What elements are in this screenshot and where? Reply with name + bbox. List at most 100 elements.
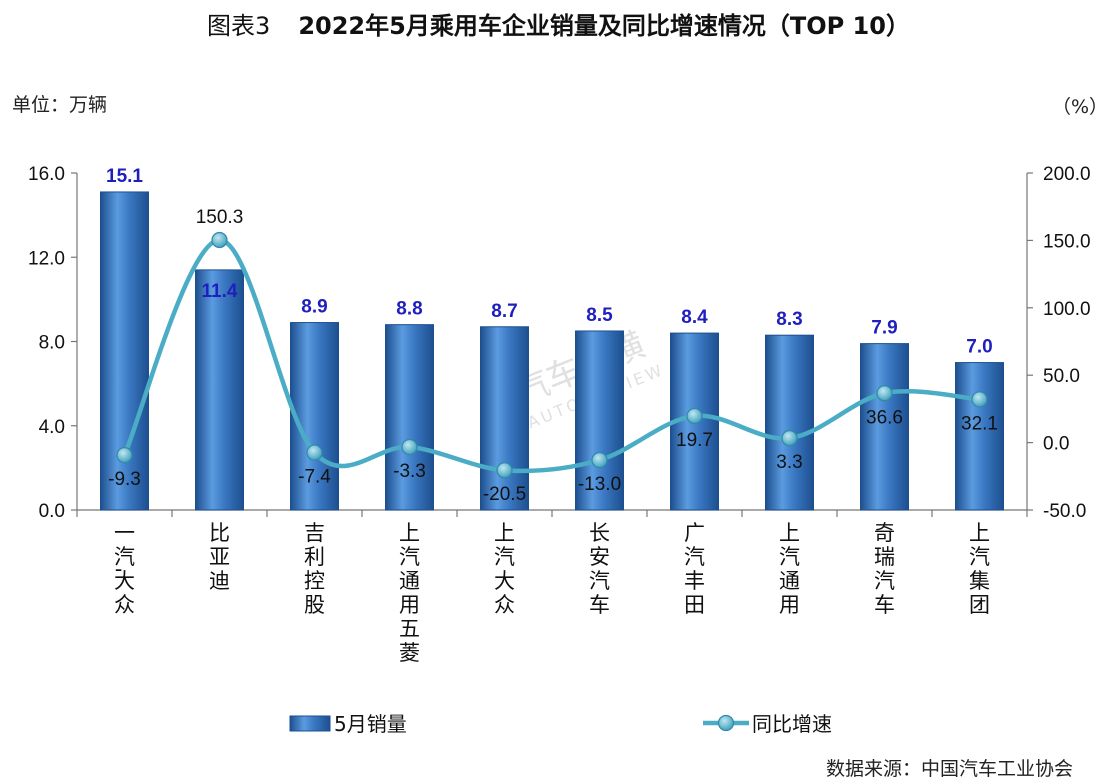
line-marker: [496, 462, 513, 479]
right-tick-label: -50.0: [1043, 501, 1086, 522]
line-marker: [781, 430, 798, 447]
right-tick-label: 100.0: [1043, 299, 1091, 320]
bar: [100, 191, 149, 511]
line-value-label: -3.3: [393, 461, 426, 482]
line-marker: [971, 391, 988, 408]
category-char: 利: [304, 545, 325, 569]
category-char: 广: [684, 521, 705, 545]
bar: [195, 269, 244, 511]
category-char: 汽: [874, 569, 895, 593]
category-char: 上: [779, 521, 800, 545]
bar-value-label: 8.3: [776, 309, 802, 330]
left-tick-label: 16.0: [28, 164, 65, 185]
category-char: 众: [494, 593, 515, 617]
bar-value-label: 8.4: [681, 307, 708, 328]
category-char: 大: [494, 569, 515, 593]
line-marker: [876, 385, 893, 402]
left-tick-label: 4.0: [39, 417, 65, 438]
category-char: 长: [589, 521, 610, 545]
bar-value-label: 7.0: [966, 337, 992, 358]
category-char: 上: [399, 521, 420, 545]
category-char: 丰: [684, 569, 705, 593]
bar-value-label: 11.4: [202, 281, 238, 302]
category-char: 奇: [874, 521, 895, 545]
category-char: 通: [779, 569, 800, 593]
bar: [385, 324, 434, 511]
category-char: 汽: [399, 545, 420, 569]
category-char: 汽: [779, 545, 800, 569]
right-tick-label: 50.0: [1043, 366, 1080, 387]
category-char: 汽: [589, 569, 610, 593]
bar: [575, 330, 624, 511]
bar-value-label: 8.5: [586, 305, 613, 326]
line-value-label: -9.3: [108, 469, 141, 490]
bar-value-label: 8.9: [301, 297, 327, 318]
data-labels: 15.1 11.4 8.9 8.8 8.7 8.5 8.4 8.3 7.9 7.0 -9.3 150.…: [106, 166, 998, 505]
left-tick-label: 0.0: [39, 501, 65, 522]
right-tick-label: 0.0: [1043, 434, 1069, 455]
category-char: 车: [589, 593, 610, 617]
category-label: 一汽-大众: [114, 521, 135, 617]
line-value-label: -13.0: [578, 474, 621, 495]
category-char: 汽: [969, 545, 990, 569]
line-value-label: -7.4: [298, 467, 331, 488]
chart-title: 图表3 2022年5月乘用车企业销量及同比增速情况（TOP 10）: [0, 6, 1117, 41]
category-char: 控: [304, 569, 325, 593]
category-char: 通: [399, 569, 420, 593]
line-series: [116, 231, 988, 479]
bar: [290, 322, 339, 511]
line-marker: [211, 231, 228, 249]
bar-series: [100, 191, 1004, 511]
left-tick-label: 12.0: [28, 248, 65, 269]
legend: 5月销量 同比增速: [289, 712, 832, 736]
line-marker: [686, 407, 703, 425]
left-tick-label: 8.0: [39, 333, 65, 354]
category-char: 用: [779, 593, 800, 617]
line-marker: [306, 444, 323, 461]
category-char: 比: [209, 521, 230, 545]
line-marker: [591, 452, 608, 469]
category-char: 众: [114, 593, 135, 617]
category-labels: 一汽-大众比亚迪吉利控股上汽通用五菱上汽大众长安汽车广汽丰田上汽通用奇瑞汽车上汽…: [114, 521, 990, 665]
bar: [765, 334, 814, 511]
legend-line-label: 同比增速: [752, 712, 832, 736]
category-char: 汽: [494, 545, 515, 569]
bar: [955, 362, 1004, 511]
figure-number: 图表3: [207, 12, 271, 40]
category-char: -: [115, 557, 123, 581]
title-text: 2022年5月乘用车企业销量及同比增速情况（TOP 10）: [298, 12, 910, 40]
bar-value-label: 7.9: [871, 318, 897, 339]
bar: [860, 343, 909, 511]
category-char: 五: [399, 617, 420, 641]
bar-value-label: 15.1: [106, 166, 143, 187]
category-char: 团: [969, 593, 990, 617]
right-axis-unit: （%）: [1052, 96, 1109, 118]
line-value-label: -20.5: [483, 484, 526, 505]
line-marker: [401, 438, 418, 456]
category-char: 上: [494, 521, 515, 545]
line-value-label: 19.7: [676, 430, 713, 451]
line-value-label: 36.6: [866, 407, 903, 428]
category-char: 汽: [684, 545, 705, 569]
legend-line-marker: [717, 714, 735, 732]
axes: 0.0 4.0 8.0 12.0 16.0 -50.0 0.0 50.0 100.0 150.0 2…: [28, 164, 1091, 522]
category-char: 一: [114, 521, 135, 545]
category-char: 瑞: [874, 545, 895, 569]
line-value-label: 150.3: [196, 207, 244, 228]
category-char: 上: [969, 521, 990, 545]
data-source: 数据来源：中国汽车工业协会: [826, 758, 1074, 780]
bar: [480, 326, 529, 511]
legend-bar-label: 5月销量: [334, 712, 407, 736]
category-char: 车: [874, 593, 895, 617]
category-char: 集: [969, 569, 990, 593]
left-axis-unit: 单位：万辆: [12, 94, 108, 116]
